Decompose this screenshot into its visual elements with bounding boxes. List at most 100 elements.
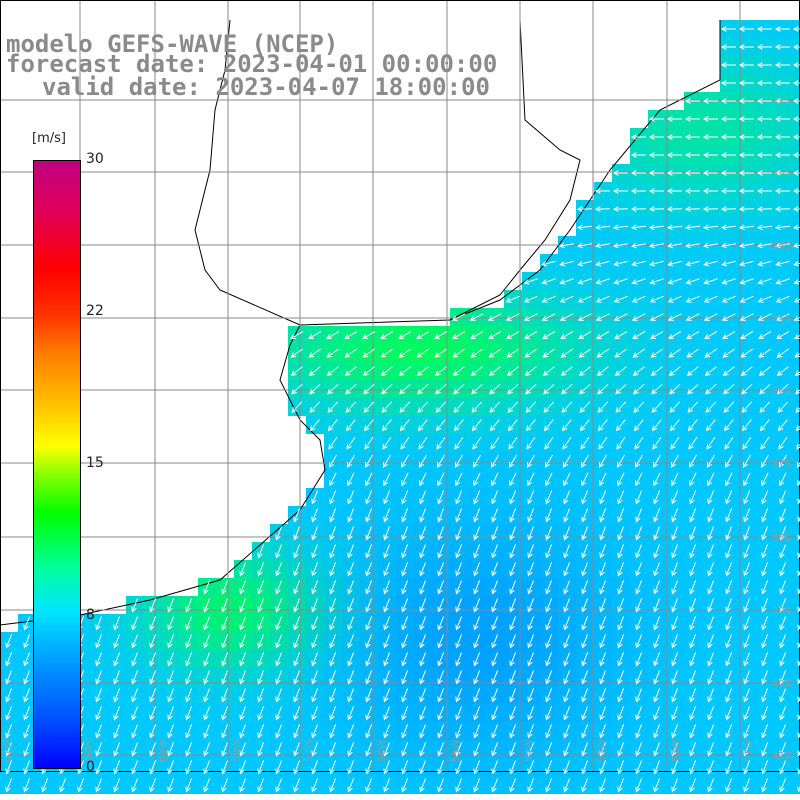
wind-arrow <box>167 778 175 792</box>
wind-arrow <box>794 262 800 266</box>
wind-arrow <box>329 454 337 468</box>
wind-arrow-head <box>793 297 800 303</box>
wind-arrow <box>632 348 646 358</box>
wind-arrow <box>506 348 520 358</box>
wind-arrow-head <box>257 678 263 685</box>
wind-arrow <box>704 278 718 284</box>
wind-arrow-head <box>293 750 299 757</box>
wind-arrow <box>131 688 139 702</box>
wind-arrow-head <box>131 696 137 703</box>
wind-arrow <box>5 778 13 792</box>
wind-arrow <box>671 778 679 792</box>
wind-arrow <box>344 330 358 340</box>
wind-arrow-head <box>577 279 584 285</box>
wind-arrow <box>239 760 247 774</box>
wind-arrow-head <box>383 642 389 649</box>
wind-arrow <box>686 348 700 358</box>
wind-arrow <box>577 225 593 229</box>
wind-arrow-head <box>614 370 621 377</box>
wind-arrow <box>743 598 751 612</box>
wind-arrow-head <box>738 98 745 104</box>
wind-arrow <box>455 580 463 594</box>
wind-arrow <box>347 472 355 486</box>
wind-arrow-head <box>401 588 407 595</box>
wind-arrow <box>743 706 751 720</box>
wind-arrow <box>383 508 391 522</box>
wind-arrow-head <box>651 388 657 395</box>
wind-arrow-head <box>365 696 371 703</box>
wind-arrow-head <box>797 678 800 685</box>
wind-arrow <box>149 724 157 738</box>
wind-arrow-head <box>434 370 441 377</box>
wind-arrow-head <box>527 552 533 559</box>
wind-arrow <box>326 330 340 340</box>
wind-arrow <box>59 778 67 792</box>
wind-speed-cell <box>792 596 800 614</box>
wind-arrow <box>671 724 679 738</box>
wind-arrow <box>383 598 391 612</box>
wind-arrow <box>724 419 734 431</box>
wind-arrow-head <box>793 315 800 321</box>
wind-arrow <box>581 472 589 486</box>
wind-arrow-head <box>560 334 567 340</box>
wind-arrow-head <box>597 425 604 432</box>
wind-arrow-head <box>437 588 443 595</box>
wind-arrow-head <box>779 552 785 559</box>
wind-arrow <box>455 688 463 702</box>
wind-arrow-head <box>437 696 443 703</box>
wind-arrow-head <box>347 624 353 631</box>
wind-arrow-head <box>705 425 712 432</box>
wind-arrow-head <box>612 206 619 212</box>
wind-arrow-head <box>599 588 605 595</box>
wind-arrow-head <box>437 624 443 631</box>
wind-arrow <box>527 580 535 594</box>
wind-arrow-head <box>797 750 800 757</box>
wind-arrow <box>275 760 283 774</box>
wind-arrow <box>454 419 464 431</box>
wind-arrow <box>707 598 715 612</box>
wind-arrow <box>419 616 427 630</box>
wind-arrow <box>311 616 319 630</box>
wind-arrow <box>527 598 535 612</box>
wind-arrow-head <box>632 334 639 340</box>
wind-arrow <box>758 313 772 321</box>
wind-arrow-head <box>416 370 423 377</box>
wind-arrow-head <box>723 407 730 413</box>
wind-arrow-head <box>221 588 227 595</box>
wind-arrow <box>455 742 463 756</box>
wind-arrow <box>724 436 734 450</box>
longitude-label: 59W <box>159 739 170 762</box>
wind-arrow-head <box>509 588 515 595</box>
wind-arrow <box>689 580 697 594</box>
wind-arrow <box>509 634 517 648</box>
wind-arrow-head <box>5 642 11 649</box>
wind-arrow-head <box>257 786 263 793</box>
wind-arrow-head <box>707 534 713 541</box>
wind-arrow <box>149 652 157 666</box>
wind-arrow-head <box>473 552 479 559</box>
wind-arrow <box>725 706 733 720</box>
wind-arrow <box>398 330 412 340</box>
wind-arrow-head <box>563 786 569 793</box>
wind-arrow-head <box>684 98 691 104</box>
wind-arrow-head <box>452 352 459 358</box>
wind-arrow-head <box>149 732 155 739</box>
wind-arrow-head <box>725 570 731 577</box>
wind-arrow-head <box>581 606 587 613</box>
wind-arrows <box>5 26 800 793</box>
wind-arrow-head <box>684 116 691 122</box>
wind-arrow-head <box>792 26 799 32</box>
wind-speed-cell <box>792 686 800 704</box>
wind-arrow <box>383 634 391 648</box>
wind-arrow <box>579 401 591 413</box>
wind-arrow-head <box>527 768 533 775</box>
wind-arrow <box>563 544 571 558</box>
wind-arrow <box>329 652 337 666</box>
wind-arrow <box>758 260 772 266</box>
wind-arrow-head <box>311 606 317 613</box>
wind-arrow-head <box>471 388 477 395</box>
wind-arrow <box>689 778 697 792</box>
wind-arrow-head <box>203 606 209 613</box>
wind-arrow-head <box>759 388 765 395</box>
wind-arrow-head <box>757 242 764 249</box>
